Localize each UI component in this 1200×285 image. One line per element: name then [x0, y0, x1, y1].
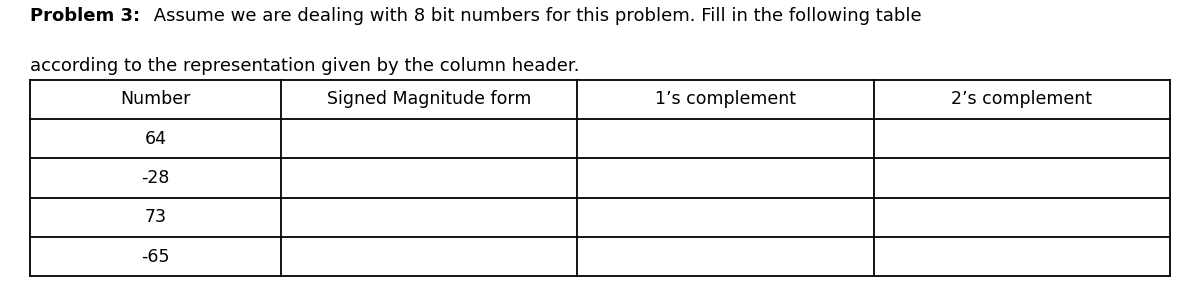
- Text: -65: -65: [142, 248, 169, 266]
- Text: Signed Magnitude form: Signed Magnitude form: [326, 90, 532, 109]
- Text: according to the representation given by the column header.: according to the representation given by…: [30, 57, 580, 75]
- Text: Number: Number: [120, 90, 191, 109]
- Text: Problem 3:: Problem 3:: [30, 7, 140, 25]
- Text: 2’s complement: 2’s complement: [952, 90, 1092, 109]
- Text: -28: -28: [142, 169, 169, 187]
- Text: 64: 64: [144, 130, 167, 148]
- Text: Assume we are dealing with 8 bit numbers for this problem. Fill in the following: Assume we are dealing with 8 bit numbers…: [148, 7, 922, 25]
- Text: 1’s complement: 1’s complement: [655, 90, 796, 109]
- Text: 73: 73: [144, 208, 167, 227]
